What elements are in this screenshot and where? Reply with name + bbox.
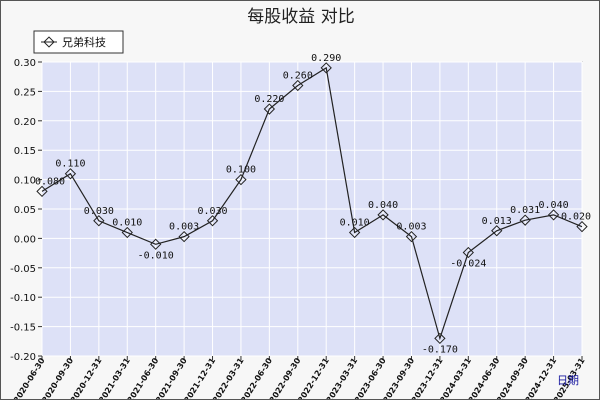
- series-line: [41, 66, 583, 341]
- data-point: [36, 185, 48, 198]
- legend-entry: 兄弟科技: [62, 35, 106, 49]
- data-point: [263, 103, 276, 115]
- data-label: 0.010: [112, 218, 142, 229]
- x-axis: 2020-06-302020-09-302020-12-312021-03-31…: [12, 356, 587, 399]
- data-label: 0.100: [226, 165, 256, 176]
- data-point: [178, 230, 190, 243]
- data-label: -0.024: [450, 259, 486, 270]
- y-tick-label: -0.15: [10, 323, 36, 334]
- data-point: [434, 332, 446, 345]
- data-point: [150, 238, 162, 250]
- data-label: 0.080: [35, 176, 65, 187]
- data-label: 0.040: [539, 200, 569, 211]
- data-label: 0.003: [396, 222, 426, 233]
- data-point: [64, 168, 77, 180]
- data-label: 0.010: [340, 218, 370, 229]
- grid-lines: [41, 61, 583, 357]
- legend: 兄弟科技: [33, 30, 124, 54]
- chart-title: 每股收益 对比: [247, 7, 354, 27]
- data-label: 0.013: [482, 216, 512, 227]
- data-point: [491, 225, 503, 237]
- y-tick-label: -0.20: [10, 352, 36, 363]
- y-tick-label: 0.15: [14, 146, 36, 157]
- data-point: [93, 215, 105, 227]
- data-label: 0.030: [84, 206, 114, 217]
- data-point: [121, 226, 133, 239]
- data-point: [320, 62, 332, 74]
- y-tick-label: 0.30: [14, 58, 36, 69]
- data-label: -0.010: [138, 250, 174, 261]
- y-tick-label: 0.00: [14, 234, 36, 245]
- data-point: [405, 230, 418, 243]
- data-label: 0.110: [55, 159, 85, 170]
- data-point: [576, 220, 588, 233]
- data-point: [292, 79, 304, 92]
- data-label: 0.030: [197, 206, 227, 217]
- y-tick-label: -0.05: [10, 264, 36, 275]
- y-tick-label: -0.10: [10, 293, 36, 304]
- legend-marker-icon: [43, 36, 55, 48]
- data-label: 0.003: [169, 222, 199, 233]
- data-point: [235, 173, 247, 186]
- data-point: [206, 215, 219, 227]
- y-tick-label: 0.10: [14, 176, 36, 187]
- data-point: [348, 226, 361, 239]
- series-eps: 0.0800.1100.0300.010-0.0100.0030.0300.10…: [35, 53, 591, 355]
- legend-box: [33, 30, 124, 54]
- data-point: [377, 209, 389, 221]
- data-label: 0.031: [510, 205, 540, 216]
- y-tick-label: 0.20: [14, 117, 36, 128]
- data-point: [462, 246, 474, 259]
- data-point: [519, 214, 531, 226]
- data-label: 0.220: [254, 94, 284, 105]
- data-point: [547, 209, 560, 221]
- data-label: 0.290: [311, 53, 341, 64]
- data-label: 0.020: [561, 212, 591, 223]
- data-label: 0.040: [368, 200, 398, 211]
- y-tick-label: 0.25: [14, 87, 36, 98]
- x-axis-title: 日期: [557, 374, 579, 387]
- y-tick-label: 0.05: [14, 205, 36, 216]
- y-axis: 0.30 0.25 0.20 0.15 0.10 0.05 0.00 -0.05 -0.10 -0…: [10, 58, 42, 363]
- data-label: -0.170: [422, 344, 458, 355]
- data-label: 0.260: [283, 71, 313, 82]
